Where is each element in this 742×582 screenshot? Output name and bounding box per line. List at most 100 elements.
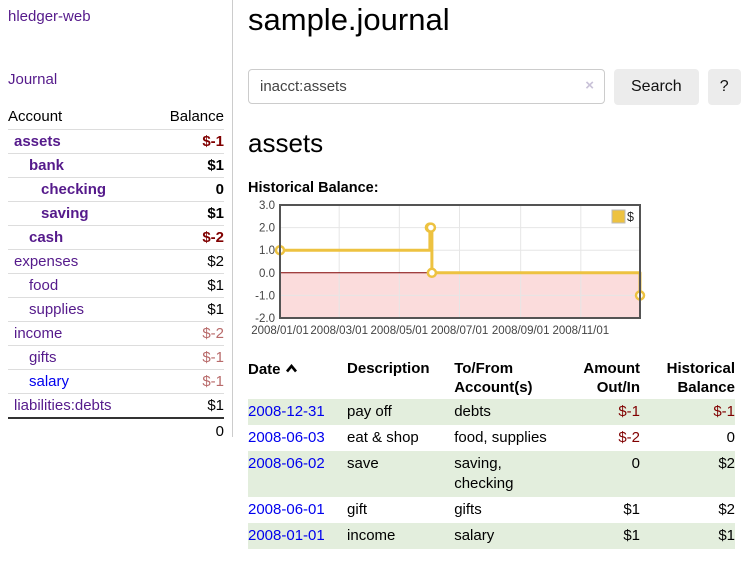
- transaction-row: 2008-06-01 gift gifts $1 $2: [248, 497, 735, 523]
- account-balance: $1: [207, 397, 224, 414]
- transaction-date-cell: 2008-12-31: [248, 399, 347, 425]
- sidebar-account-link[interactable]: bank: [29, 157, 65, 174]
- account-name-cell: income: [8, 322, 150, 346]
- account-row: income $-2: [8, 321, 224, 346]
- accounts-table: Account Balance assets $-1 bank $1 checking 0…: [8, 105, 224, 444]
- svg-text:0.0: 0.0: [259, 267, 275, 279]
- account-name-cell: gifts: [8, 346, 150, 370]
- account-row: food $1: [8, 273, 224, 298]
- transaction-row: 2008-12-31 pay off debts $-1 $-1: [248, 398, 735, 425]
- account-row: supplies $1: [8, 297, 224, 322]
- account-balance: $-1: [202, 349, 224, 366]
- help-button[interactable]: ?: [707, 68, 741, 105]
- sidebar-item-journal[interactable]: Journal: [8, 71, 58, 88]
- account-name-cell: liabilities:debts: [8, 394, 150, 419]
- sidebar-account-link[interactable]: gifts: [29, 349, 57, 366]
- account-row: salary $-1: [8, 369, 224, 394]
- app-title-link[interactable]: hledger-web: [8, 8, 91, 25]
- transaction-accounts: food, supplies: [454, 428, 547, 446]
- account-name-cell: supplies: [8, 298, 150, 322]
- transaction-date-link[interactable]: 2008-01-01: [248, 526, 325, 544]
- historical-balance-chart: $3.0 2.0 1.0 0.0 -1.0 -2.0 2008/01/01 2008/03/0…: [248, 200, 742, 345]
- account-balance: $-2: [202, 325, 224, 342]
- account-name-cell: cash: [8, 226, 150, 250]
- account-row: assets $-1: [8, 129, 224, 154]
- register-header-accounts: To/From Account(s): [454, 359, 533, 396]
- account-balance: $1: [207, 277, 224, 294]
- sidebar-account-link[interactable]: supplies: [29, 301, 85, 318]
- transaction-description: eat & shop: [347, 428, 419, 446]
- account-row: bank $1: [8, 153, 224, 178]
- svg-text:2008/11/01: 2008/11/01: [552, 325, 609, 337]
- transaction-accounts: gifts: [454, 500, 482, 518]
- transaction-row: 2008-06-02 save saving, checking 0 $2: [248, 450, 735, 497]
- sidebar-account-link[interactable]: liabilities:debts: [14, 397, 112, 414]
- transaction-balance: $1: [718, 526, 735, 544]
- sidebar-account-link[interactable]: checking: [41, 181, 107, 198]
- sidebar-account-link[interactable]: income: [14, 325, 63, 342]
- transaction-amount: $1: [623, 526, 641, 544]
- search-button[interactable]: Search: [614, 68, 699, 105]
- transaction-amount: $-2: [618, 428, 641, 446]
- sort-ascending-icon: [285, 359, 298, 378]
- register-header-row: Date Description To/From Account(s) Amou…: [248, 357, 735, 399]
- account-balance: $2: [207, 253, 224, 270]
- app: hledger-web Journal Account Balance asse…: [0, 0, 742, 549]
- transaction-description: save: [347, 454, 379, 472]
- account-heading: assets: [248, 127, 324, 158]
- sidebar-account-link[interactable]: salary: [29, 373, 70, 390]
- transaction-balance: $2: [718, 500, 735, 518]
- transaction-amount: $1: [623, 500, 641, 518]
- transaction-balance: $2: [718, 454, 735, 472]
- transaction-date-cell: 2008-06-01: [248, 497, 347, 523]
- sidebar-account-link[interactable]: cash: [29, 229, 64, 246]
- register-table: Date Description To/From Account(s) Amou…: [248, 357, 735, 549]
- account-name-cell: expenses: [8, 250, 150, 274]
- transaction-row: 2008-06-03 eat & shop food, supplies $-2 0: [248, 425, 735, 451]
- account-balance: $-1: [202, 133, 224, 150]
- chart-title: Historical Balance:: [248, 179, 379, 196]
- transaction-date-cell: 2008-06-03: [248, 425, 347, 451]
- account-balance: $1: [207, 301, 224, 318]
- account-name-cell: checking: [8, 178, 150, 202]
- transaction-accounts: saving, checking: [454, 454, 514, 492]
- clear-search-icon[interactable]: ×: [585, 77, 594, 95]
- transaction-accounts: salary: [454, 526, 495, 544]
- transaction-date-link[interactable]: 2008-06-01: [248, 500, 325, 518]
- main-content: sample.journal × Search ? assets Histori…: [233, 0, 742, 549]
- transaction-amount: $-1: [618, 402, 641, 420]
- account-name-cell: bank: [8, 154, 150, 178]
- search-input[interactable]: [248, 69, 605, 105]
- transaction-date-cell: 2008-06-02: [248, 451, 347, 497]
- svg-text:1.0: 1.0: [259, 245, 275, 257]
- transaction-balance: 0: [726, 428, 735, 446]
- account-row: expenses $2: [8, 249, 224, 274]
- register-header-date[interactable]: Date: [248, 357, 347, 399]
- account-balance: $-2: [202, 229, 224, 246]
- sidebar-account-link[interactable]: saving: [41, 205, 89, 222]
- svg-text:3.0: 3.0: [259, 200, 275, 212]
- page-title: sample.journal: [248, 2, 450, 37]
- transaction-description: pay off: [347, 402, 392, 420]
- transaction-description: income: [347, 526, 396, 544]
- account-balance: 0: [215, 181, 224, 198]
- account-name-cell: saving: [8, 202, 150, 226]
- transaction-date-link[interactable]: 2008-12-31: [248, 402, 325, 420]
- search-form: × Search ?: [248, 68, 742, 105]
- svg-text:2.0: 2.0: [259, 222, 275, 234]
- svg-text:-2.0: -2.0: [255, 313, 275, 325]
- sidebar-account-link[interactable]: food: [29, 277, 59, 294]
- sidebar-account-link[interactable]: assets: [14, 133, 61, 150]
- transaction-date-link[interactable]: 2008-06-03: [248, 428, 325, 446]
- accounts-total-row: 0: [8, 418, 224, 444]
- account-name-cell: assets: [8, 130, 150, 154]
- account-balance: $1: [207, 205, 224, 222]
- register-header-amount: Amount Out/In: [583, 359, 641, 396]
- sidebar-account-link[interactable]: expenses: [14, 253, 79, 270]
- transaction-accounts: debts: [454, 402, 491, 420]
- accounts-total-spacer: [8, 418, 150, 444]
- search-box: ×: [248, 69, 605, 105]
- transaction-date-link[interactable]: 2008-06-02: [248, 454, 325, 472]
- sidebar: hledger-web Journal Account Balance asse…: [0, 0, 233, 440]
